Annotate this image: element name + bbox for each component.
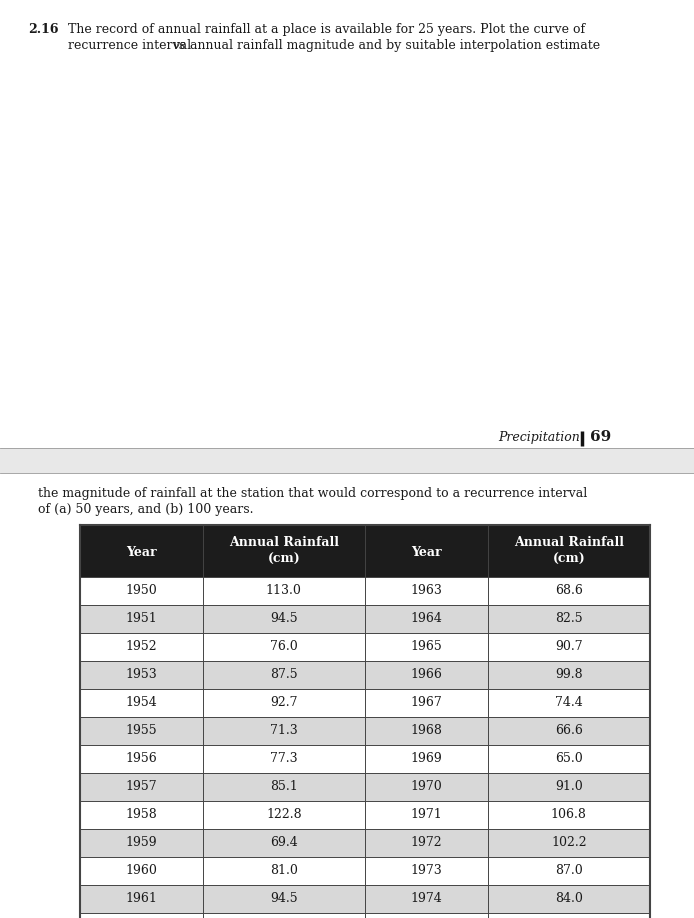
Bar [80,801,650,829]
Text: 1954: 1954 [126,697,157,710]
Text: 1952: 1952 [126,641,157,654]
Bar [80,689,650,717]
Bar [80,857,650,885]
Text: 1959: 1959 [126,836,157,849]
Text: Year: Year [126,546,157,559]
Text: 1965: 1965 [410,641,442,654]
Text: 1960: 1960 [126,865,158,878]
Text: Annual Rainfall
(cm): Annual Rainfall (cm) [514,536,624,565]
Text: 1967: 1967 [410,697,442,710]
Text: Precipitation: Precipitation [498,431,580,444]
Text: 1969: 1969 [410,753,442,766]
Bar [80,717,650,745]
Text: 87.5: 87.5 [270,668,298,681]
Text: 87.0: 87.0 [555,865,583,878]
Text: 94.5: 94.5 [270,892,298,905]
Text: 113.0: 113.0 [266,585,302,598]
Text: 90.7: 90.7 [555,641,582,654]
Text: of (a) 50 years, and (b) 100 years.: of (a) 50 years, and (b) 100 years. [38,503,253,516]
Text: 84.0: 84.0 [555,892,583,905]
Text: vs: vs [173,39,187,52]
Text: 1973: 1973 [410,865,442,878]
Text: 1972: 1972 [410,836,442,849]
Text: 69: 69 [590,430,611,444]
Bar [80,829,650,857]
Text: 82.5: 82.5 [555,612,582,625]
Text: 2.16: 2.16 [28,23,58,36]
Text: 1970: 1970 [410,780,442,793]
Text: 1950: 1950 [126,585,157,598]
Text: 94.5: 94.5 [270,612,298,625]
Bar [0,448,694,473]
Text: 1955: 1955 [126,724,157,737]
Text: 81.0: 81.0 [270,865,298,878]
Text: the magnitude of rainfall at the station that would correspond to a recurrence i: the magnitude of rainfall at the station… [38,487,587,500]
Text: 1951: 1951 [126,612,157,625]
Bar [80,605,650,633]
Text: 1974: 1974 [410,892,442,905]
Text: 1971: 1971 [410,809,442,822]
Text: 92.7: 92.7 [270,697,298,710]
Text: 65.0: 65.0 [555,753,583,766]
Bar [80,745,650,773]
Text: Annual Rainfall
(cm): Annual Rainfall (cm) [229,536,339,565]
Bar [80,577,650,605]
Text: The record of annual rainfall at a place is available for 25 years. Plot the cur: The record of annual rainfall at a place… [68,23,585,36]
Text: 1961: 1961 [126,892,158,905]
Bar [80,525,650,577]
Text: Year: Year [411,546,441,559]
Text: 1968: 1968 [410,724,442,737]
Text: 1958: 1958 [126,809,157,822]
Text: recurrence interval: recurrence interval [68,39,195,52]
Text: 1953: 1953 [126,668,157,681]
Text: 77.3: 77.3 [270,753,298,766]
Text: 106.8: 106.8 [551,809,586,822]
Bar [80,913,650,918]
Text: 76.0: 76.0 [270,641,298,654]
Bar [80,773,650,801]
Text: 1964: 1964 [410,612,442,625]
Bar [80,885,650,913]
Text: 74.4: 74.4 [555,697,583,710]
Text: 66.6: 66.6 [555,724,583,737]
Bar [80,633,650,661]
Text: 1957: 1957 [126,780,157,793]
Text: 1956: 1956 [126,753,157,766]
Text: 71.3: 71.3 [270,724,298,737]
Text: 102.2: 102.2 [551,836,586,849]
Text: 69.4: 69.4 [270,836,298,849]
Text: 85.1: 85.1 [270,780,298,793]
Bar [80,661,650,689]
Text: 1966: 1966 [410,668,442,681]
Text: 1963: 1963 [410,585,442,598]
Text: 122.8: 122.8 [266,809,302,822]
Text: 99.8: 99.8 [555,668,582,681]
Text: annual rainfall magnitude and by suitable interpolation estimate: annual rainfall magnitude and by suitabl… [186,39,600,52]
Text: 91.0: 91.0 [555,780,583,793]
Text: 68.6: 68.6 [555,585,583,598]
